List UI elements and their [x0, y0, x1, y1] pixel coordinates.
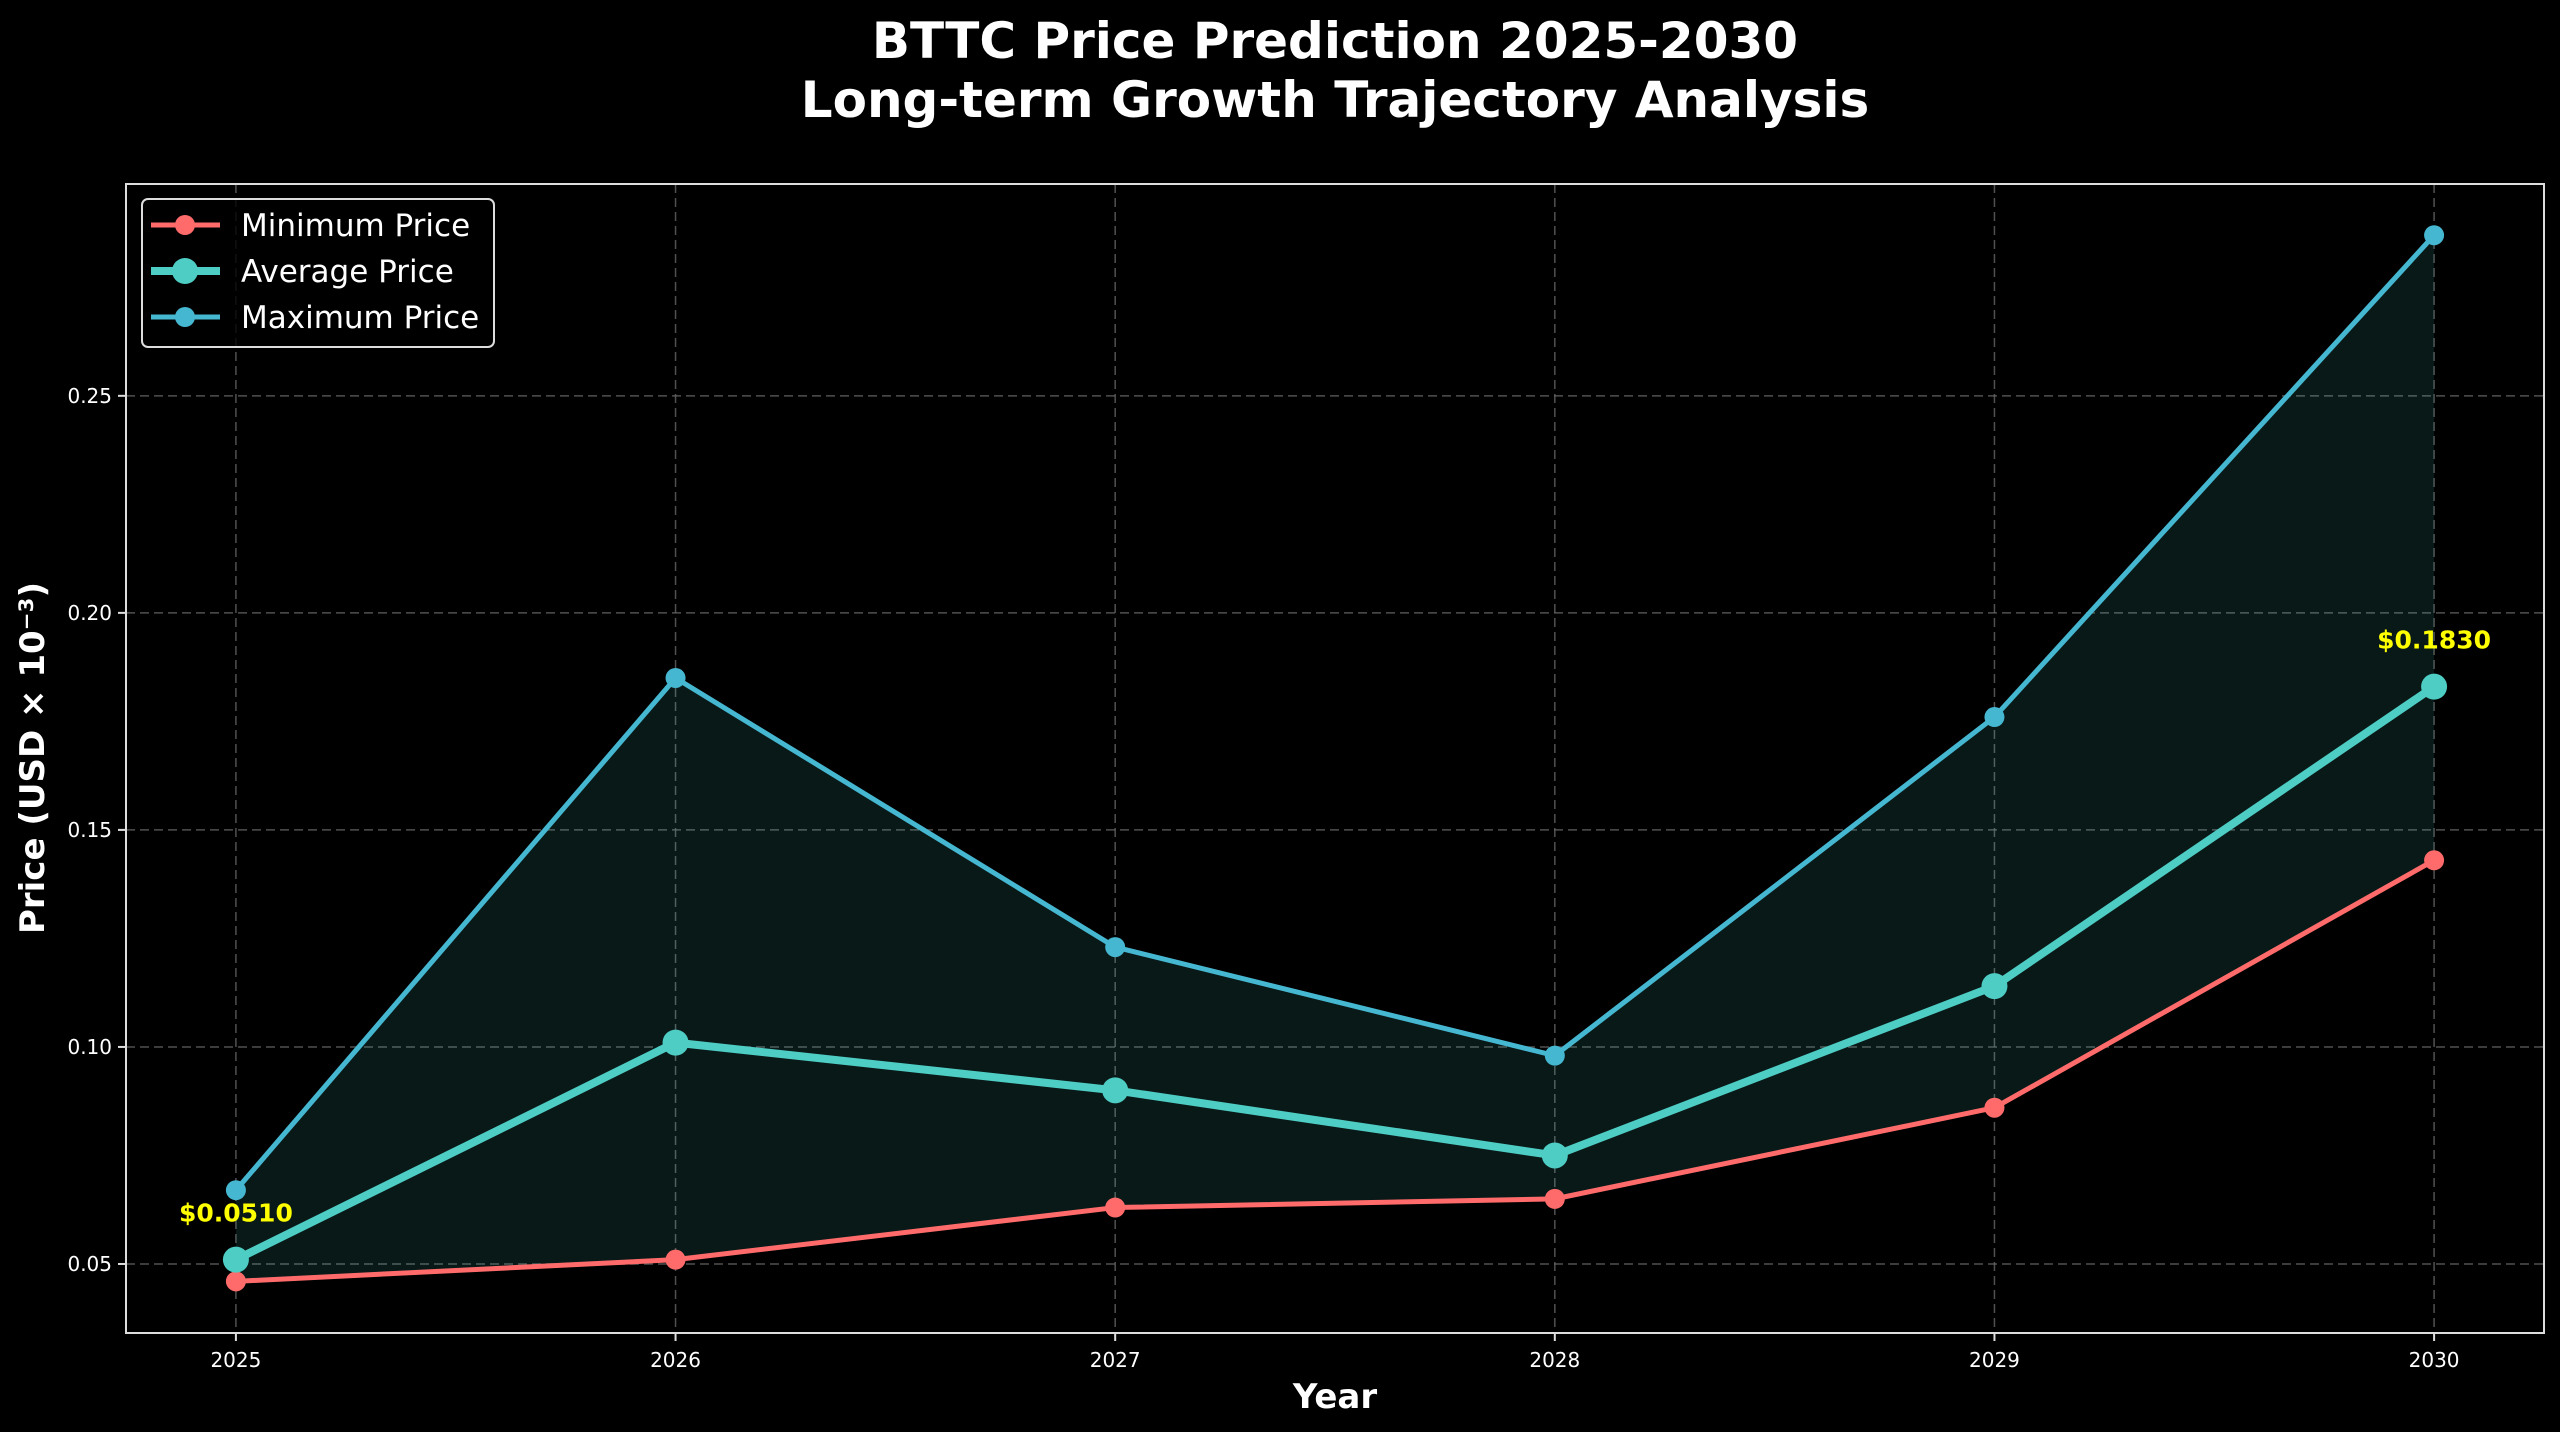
y-tick-label: 0.20 [67, 601, 112, 625]
y-axis-label: Price (USD × 10⁻³) [13, 582, 53, 934]
price-annotation: $0.0510 [179, 1199, 293, 1228]
x-axis-label: Year [1292, 1377, 1378, 1417]
chart-subtitle: Long-term Growth Trajectory Analysis [801, 71, 1870, 129]
y-tick-label: 0.05 [67, 1252, 112, 1276]
series-minimum-price [225, 850, 2445, 1292]
legend-label: Average Price [241, 254, 454, 290]
series-average-price [222, 673, 2448, 1273]
plot-frame [125, 183, 2545, 1334]
y-tick-label: 0.15 [67, 818, 112, 842]
data-point-maximum-price [1984, 707, 2005, 728]
legend-marker [175, 215, 195, 235]
data-point-minimum-price [665, 1249, 686, 1270]
series-maximum-price [225, 225, 2445, 1201]
data-point-maximum-price [665, 667, 686, 688]
chart-title: BTTC Price Prediction 2025-2030 [872, 12, 1798, 70]
series-line-maximum-price [234, 233, 2436, 1192]
data-point-minimum-price [225, 1271, 246, 1292]
data-point-maximum-price [1544, 1045, 1565, 1066]
y-tick-label: 0.25 [67, 384, 112, 408]
data-point-average-price [662, 1029, 689, 1056]
data-point-minimum-price [1984, 1097, 2005, 1118]
x-tick-label: 2029 [1969, 1348, 2020, 1372]
ticks: 2025 2026 2027 2028 2029 2030 0.05 0.10 0.15 0.20… [67, 384, 2459, 1372]
series-group [222, 225, 2448, 1292]
grid [126, 184, 2544, 1333]
data-point-minimum-price [1105, 1197, 1126, 1218]
series-line-average-price [234, 683, 2437, 1264]
data-point-minimum-price [1544, 1188, 1565, 1209]
data-point-average-price [222, 1246, 249, 1273]
legend-marker [175, 307, 195, 327]
price-annotation: $0.1830 [2377, 626, 2491, 655]
x-tick-label: 2030 [2409, 1348, 2460, 1372]
data-point-maximum-price [2424, 225, 2445, 246]
legend-label: Maximum Price [241, 300, 479, 336]
min-max-range-area [235, 235, 2435, 1282]
y-tick-label: 0.10 [67, 1035, 112, 1059]
x-tick-label: 2025 [210, 1348, 261, 1372]
legend-label: Minimum Price [241, 208, 470, 244]
x-tick-label: 2028 [1529, 1348, 1580, 1372]
range-fill [235, 235, 2435, 1282]
data-point-average-price [1102, 1077, 1129, 1104]
data-point-maximum-price [225, 1180, 246, 1201]
x-tick-label: 2027 [1090, 1348, 1141, 1372]
data-point-minimum-price [2424, 850, 2445, 871]
data-point-average-price [1541, 1142, 1568, 1169]
x-tick-label: 2026 [650, 1348, 701, 1372]
data-point-average-price [1981, 973, 2008, 1000]
annotations: $0.0510 $0.1830 [179, 626, 2491, 1228]
legend-marker [172, 258, 198, 284]
data-point-maximum-price [1105, 937, 1126, 958]
legend-box [141, 198, 495, 348]
legend: Minimum Price Average Price Maximum Price [141, 198, 495, 348]
data-point-average-price [2421, 673, 2448, 700]
series-line-minimum-price [235, 858, 2436, 1284]
